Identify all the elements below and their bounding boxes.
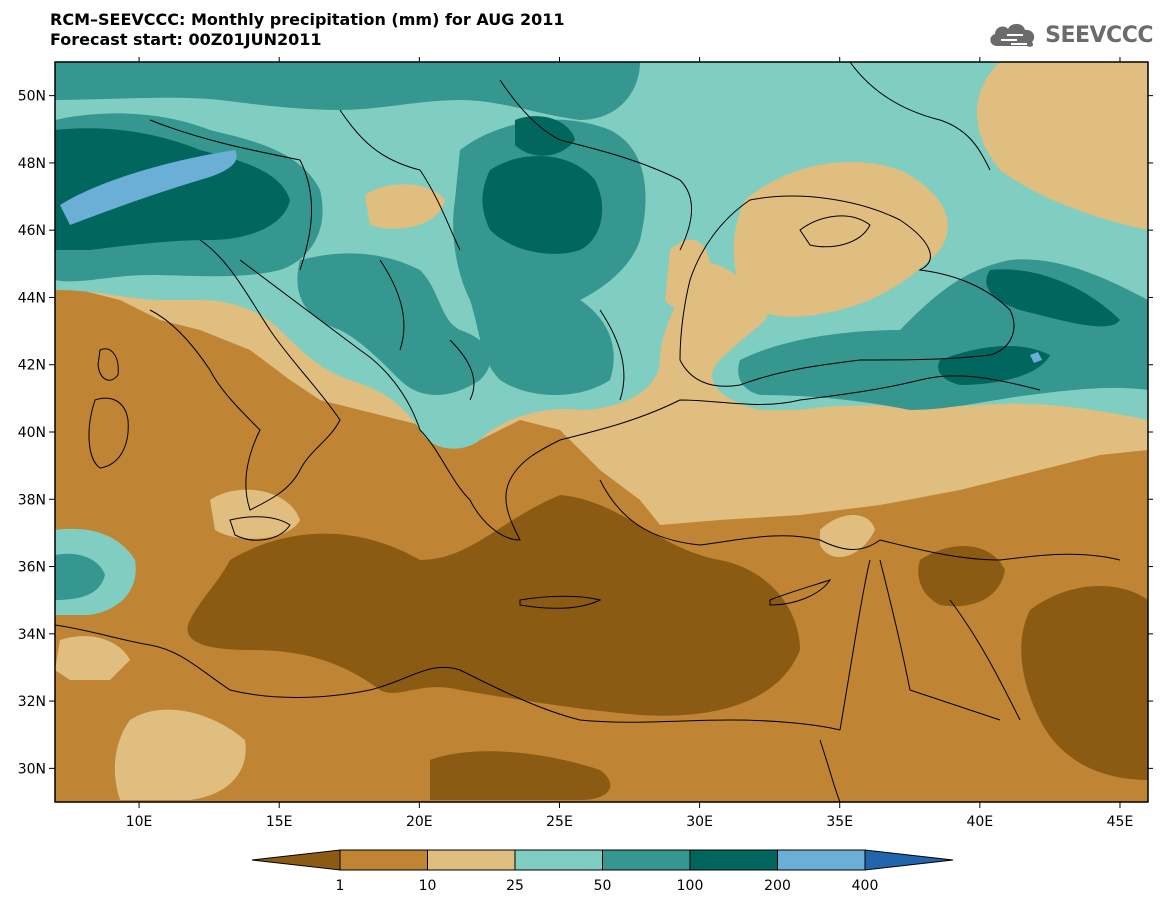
coast-crete	[519, 595, 602, 609]
legend-swatch	[689, 849, 778, 871]
legend-label: 100	[677, 878, 704, 894]
field-below-1mm-med	[187, 495, 800, 716]
legend-label: 50	[594, 878, 612, 894]
coast-crimea	[799, 215, 871, 248]
field-10-25mm-ukraine	[733, 161, 948, 317]
legend-label: 200	[764, 878, 791, 894]
title-block: RCM–SEEVCCC: Monthly precipitation (mm) …	[50, 10, 564, 50]
lat-tick-label: 32N	[18, 694, 46, 710]
latitude-axis: 50N 48N 46N 44N 42N 40N 38N 36N 34N 32N 30N	[18, 89, 1153, 777]
lat-tick-label: 46N	[18, 223, 46, 239]
field-below-1mm-iraq	[1021, 586, 1148, 780]
field-100-200mm-carpathians	[482, 156, 603, 254]
legend-label: 10	[419, 878, 437, 894]
lat-tick-label: 36N	[18, 560, 46, 576]
lon-tick-label: 45E	[1107, 814, 1134, 830]
lat-tick-label: 44N	[18, 290, 46, 306]
coast-turkey	[559, 375, 1041, 550]
field-10-25mm-moldova	[665, 239, 710, 309]
map-title: RCM–SEEVCCC: Monthly precipitation (mm) …	[50, 10, 565, 29]
legend-swatch-high	[864, 849, 954, 871]
field-below-1mm-syria	[918, 546, 1005, 607]
field-100-200mm-north	[515, 116, 575, 156]
lat-tick-label: 38N	[18, 492, 46, 508]
field-10-25mm-levant	[820, 515, 875, 557]
lon-tick-label: 40E	[967, 814, 994, 830]
legend-label: 25	[506, 878, 524, 894]
logo-text: SEEVCCC	[1045, 22, 1153, 48]
legend-swatch	[602, 849, 691, 871]
field-10-25mm-hungary	[365, 184, 445, 229]
legend-swatch	[777, 849, 866, 871]
lat-tick-label: 42N	[18, 358, 46, 374]
legend-swatch-low	[251, 849, 341, 871]
longitude-axis: 10E 15E 20E 25E 30E 35E 40E 45E	[126, 57, 1134, 830]
coast-greece	[419, 429, 561, 541]
lon-tick-label: 15E	[266, 814, 293, 830]
coast-sicily	[229, 516, 291, 541]
coast-cyprus	[769, 579, 832, 606]
lon-tick-label: 35E	[826, 814, 853, 830]
borders-europe	[149, 62, 991, 401]
forecast-start: Forecast start: 00Z01JUN2011	[50, 30, 322, 49]
lon-tick-label: 10E	[126, 814, 153, 830]
coast-levant	[839, 559, 871, 731]
coast-sardinia	[88, 397, 129, 469]
lon-tick-label: 25E	[546, 814, 573, 830]
map-fields	[55, 62, 1148, 802]
lat-tick-label: 30N	[18, 761, 46, 777]
lat-tick-label: 34N	[18, 627, 46, 643]
seevccc-logo: SEEVCCC	[987, 20, 1153, 50]
lat-tick-label: 40N	[18, 425, 46, 441]
field-50-100mm-tunisia-core	[55, 553, 105, 600]
cloud-icon	[990, 23, 1035, 47]
coastlines	[55, 62, 1121, 802]
coast-north-africa	[55, 624, 841, 731]
field-200-400mm-georgia	[1030, 352, 1042, 363]
field-200-400mm-alps	[60, 150, 237, 225]
legend-swatch	[427, 849, 516, 871]
lat-tick-label: 48N	[18, 156, 46, 172]
lat-tick-label: 50N	[18, 89, 46, 105]
border-red-sea	[819, 739, 841, 802]
lon-tick-label: 30E	[686, 814, 713, 830]
legend-swatch	[339, 849, 428, 871]
field-100-200mm-georgia	[938, 345, 1050, 385]
field-10-25mm-libya	[114, 709, 246, 800]
field-10-25mm-africa-west	[55, 636, 130, 680]
coast-black-sea	[679, 195, 1015, 387]
legend-label: 1	[336, 878, 345, 894]
field-50-100mm-west	[55, 62, 640, 120]
color-legend: 1 10 25 50 100 200 400	[251, 849, 954, 894]
legend-label: 400	[852, 878, 879, 894]
borders-middle-east	[879, 539, 1121, 721]
coast-adriatic	[239, 259, 421, 431]
coast-italy	[149, 239, 341, 511]
lon-tick-label: 20E	[406, 814, 433, 830]
field-100-200mm-caucasus	[986, 269, 1120, 327]
field-below-1mm-egypt	[430, 751, 611, 800]
legend-swatch	[514, 849, 603, 871]
field-50-100mm-balkans	[297, 253, 491, 395]
coast-corsica	[97, 348, 119, 381]
